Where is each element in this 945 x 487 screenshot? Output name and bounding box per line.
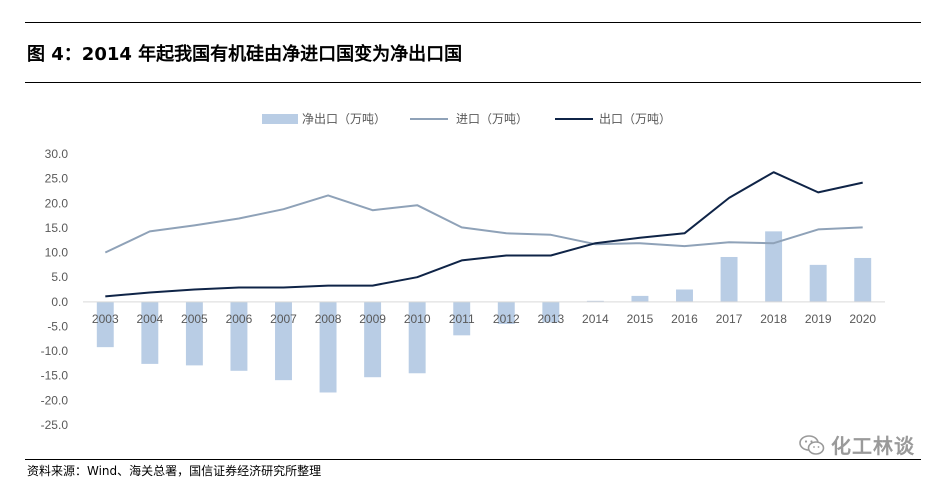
x-tick-label: 2005 [181,312,208,326]
net-export-bar [141,301,159,364]
y-tick-label: -10.0 [41,344,69,358]
y-tick-label: 10.0 [45,246,69,260]
net-export-bar [720,256,738,302]
net-export-bar [631,295,649,302]
y-tick-label: 25.0 [45,172,69,186]
x-tick-label: 2013 [537,312,564,326]
x-tick-label: 2009 [359,312,386,326]
legend-swatch-net [262,114,298,124]
net-export-bar [275,301,292,381]
x-tick-label: 2020 [849,312,876,326]
source-note: 资料来源：Wind、海关总署，国信证券经济研究所整理 [27,464,322,478]
x-tick-label: 2011 [449,312,475,326]
y-tick-label: 5.0 [51,270,68,284]
net-export-bar [542,301,560,323]
x-tick-label: 2010 [404,312,431,326]
net-export-bar [185,301,203,366]
net-export-bar [765,231,783,302]
legend: 净出口（万吨） 进口（万吨） 出口（万吨） [262,112,671,126]
export-line [105,171,863,298]
net-export-bar [676,289,693,302]
net-export-bar [319,301,337,393]
net-export-bar [809,264,827,302]
watermark: 化工林谈 [799,430,915,459]
figure-title: 图 4：2014 年起我国有机硅由净进口国变为净出口国 [27,44,463,65]
y-tick-label: -15.0 [41,369,69,383]
top-rule [25,22,921,23]
x-tick-label: 2017 [716,312,743,326]
x-axis: 2003 2004 2005 2006 2007 2008 2009 2010 2011 2012… [92,312,876,326]
x-tick-label: 2016 [671,312,698,326]
net-export-bar [854,257,872,302]
net-export-bar [453,301,471,336]
wechat-icon [799,434,825,455]
bottom-rule [25,459,921,460]
y-tick-label: 30.0 [45,147,69,161]
line-series [104,171,863,298]
x-tick-label: 2008 [315,312,342,326]
x-tick-label: 2015 [627,312,654,326]
legend-label-import: 进口（万吨） [456,112,528,126]
y-axis: 30.0 25.0 20.0 15.0 10.0 5.0 0.0 -5.0 -10.0 -15.0… [41,147,69,432]
x-tick-label: 2003 [92,312,119,326]
net-export-bar [408,301,426,374]
x-tick-label: 2014 [582,312,609,326]
x-tick-label: 2018 [760,312,787,326]
y-tick-label: -20.0 [41,393,69,407]
y-tick-label: 0.0 [51,295,68,309]
net-export-bar [497,301,515,324]
import-line [104,194,863,254]
net-export-bar [96,301,114,348]
y-tick-label: 20.0 [45,196,69,210]
net-export-bar [364,301,382,378]
legend-label-net: 净出口（万吨） [302,112,386,126]
x-tick-label: 2007 [270,312,297,326]
y-tick-label: -25.0 [41,418,69,432]
y-tick-label: 15.0 [45,221,69,235]
net-export-bar [230,301,248,371]
title-rule [25,82,921,83]
legend-label-export: 出口（万吨） [599,112,671,126]
y-tick-label: -5.0 [47,319,68,333]
x-tick-label: 2006 [226,312,253,326]
net-export-bars [96,231,872,393]
x-tick-label: 2004 [136,312,163,326]
x-tick-label: 2012 [493,312,520,326]
watermark-text: 化工林谈 [831,434,915,458]
x-tick-label: 2019 [805,312,832,326]
